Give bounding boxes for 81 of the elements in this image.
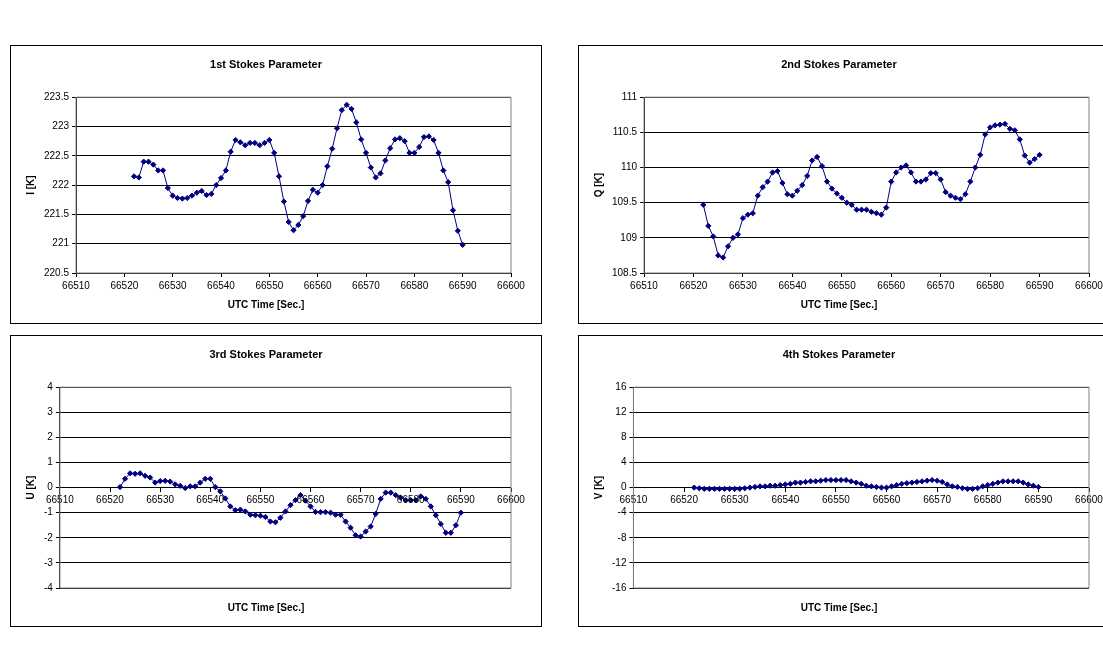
y-axis-title: V [K] — [592, 475, 604, 500]
y-tick-label: 223.5 — [43, 90, 70, 102]
x-tick-label: 66550 — [827, 279, 857, 291]
x-tick-label: 66600 — [1075, 279, 1103, 291]
chart-title: 1st Stokes Parameter — [210, 57, 323, 70]
y-tick-label: 108.5 — [611, 266, 638, 278]
chart-title: 4th Stokes Parameter — [782, 347, 896, 360]
x-tick-label: 66550 — [255, 279, 284, 291]
x-tick-label: 66550 — [246, 494, 275, 506]
y-tick-label: 0 — [620, 481, 627, 493]
y-tick-label: 223 — [52, 120, 70, 132]
y-tick-label: 110.5 — [612, 126, 638, 138]
x-tick-label: 66600 — [497, 494, 526, 506]
x-tick-label: 66570 — [923, 494, 952, 506]
x-tick-label: 66570 — [926, 279, 956, 291]
y-tick-label: 220.5 — [43, 266, 70, 278]
y-tick-label: 221.5 — [43, 208, 70, 220]
y-tick-label: -12 — [612, 556, 627, 568]
chart-title: 2nd Stokes Parameter — [781, 57, 898, 70]
x-tick-label: 66520 — [96, 494, 125, 506]
y-tick-label: -4 — [617, 506, 627, 518]
y-tick-label: -3 — [43, 556, 54, 568]
x-tick-label: 66550 — [822, 494, 851, 506]
x-tick-label: 66600 — [1075, 494, 1103, 506]
x-tick-label: 66540 — [196, 494, 225, 506]
y-tick-label: 109.5 — [611, 196, 638, 208]
x-tick-label: 66530 — [720, 494, 750, 506]
x-tick-label: 66570 — [352, 279, 381, 291]
y-tick-label: 222 — [52, 178, 70, 190]
x-axis-title: UTC Time [Sec.] — [227, 298, 305, 310]
y-axis-title: U [K] — [24, 475, 36, 500]
x-tick-label: 66560 — [303, 279, 333, 291]
x-axis-title: UTC Time [Sec.] — [800, 298, 878, 310]
y-axis-title: I [K] — [24, 175, 36, 195]
y-axis-title: Q [K] — [592, 172, 604, 198]
y-tick-label: 1 — [47, 456, 54, 468]
y-tick-label: 109 — [620, 231, 638, 243]
x-tick-label: 66590 — [1025, 279, 1054, 291]
x-axis-title: UTC Time [Sec.] — [800, 601, 878, 613]
y-tick-label: 222.5 — [43, 149, 70, 161]
y-tick-label: 221 — [52, 237, 70, 249]
x-tick-label: 66580 — [400, 279, 429, 291]
y-tick-label: 4 — [47, 380, 54, 392]
x-tick-label: 66540 — [771, 494, 800, 506]
x-tick-label: 66540 — [778, 279, 807, 291]
y-tick-label: -4 — [43, 581, 54, 593]
x-tick-label: 66590 — [1024, 494, 1053, 506]
x-tick-label: 66570 — [346, 494, 375, 506]
x-tick-label: 66510 — [62, 279, 91, 291]
y-tick-label: 4 — [620, 456, 627, 468]
y-tick-label: 8 — [620, 431, 627, 443]
x-tick-label: 66510 — [630, 279, 659, 291]
x-axis-title: UTC Time [Sec.] — [227, 601, 305, 613]
x-tick-label: 66530 — [729, 279, 758, 291]
x-tick-label: 66560 — [877, 279, 906, 291]
x-tick-label: 66520 — [110, 279, 139, 291]
y-tick-label: -1 — [43, 506, 54, 518]
y-tick-label: -2 — [43, 531, 54, 543]
chart-title: 3rd Stokes Parameter — [209, 347, 324, 360]
x-tick-label: 66520 — [670, 494, 699, 506]
x-tick-label: 66560 — [872, 494, 901, 506]
x-tick-label: 66530 — [158, 279, 188, 291]
x-tick-label: 66600 — [497, 279, 526, 291]
x-tick-label: 66540 — [207, 279, 236, 291]
x-tick-label: 66580 — [976, 279, 1005, 291]
y-tick-label: 3 — [47, 406, 54, 418]
x-tick-label: 66520 — [679, 279, 708, 291]
x-tick-label: 66580 — [396, 494, 426, 506]
y-tick-label: -16 — [612, 581, 627, 593]
x-tick-label: 66530 — [146, 494, 175, 506]
x-tick-label: 66510 — [619, 494, 648, 506]
y-tick-label: 111 — [621, 90, 638, 102]
y-tick-label: 110 — [621, 161, 638, 173]
y-tick-label: 2 — [47, 431, 54, 443]
y-tick-label: -8 — [617, 531, 627, 543]
y-tick-label: 16 — [615, 380, 627, 392]
y-tick-label: 12 — [615, 406, 627, 418]
x-tick-label: 66590 — [448, 279, 478, 291]
x-tick-label: 66590 — [446, 494, 476, 506]
x-tick-label: 66580 — [973, 494, 1003, 506]
y-tick-label: 0 — [47, 481, 54, 493]
